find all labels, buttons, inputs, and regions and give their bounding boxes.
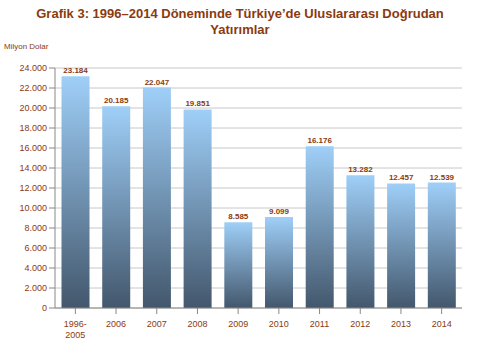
svg-text:13.282: 13.282 [348,165,373,174]
svg-text:4.000: 4.000 [24,263,47,273]
svg-text:20.185: 20.185 [104,96,129,105]
svg-text:2009: 2009 [228,319,248,329]
svg-text:12.539: 12.539 [430,173,455,182]
svg-text:12.457: 12.457 [389,173,414,182]
svg-text:12.000: 12.000 [19,183,47,193]
svg-text:22.000: 22.000 [19,83,47,93]
svg-text:18.000: 18.000 [19,123,47,133]
svg-text:10.000: 10.000 [19,203,47,213]
svg-text:2006: 2006 [106,319,126,329]
svg-text:2011: 2011 [310,319,329,329]
svg-text:6.000: 6.000 [24,243,47,253]
svg-text:14.000: 14.000 [19,163,47,173]
svg-text:0: 0 [42,303,47,313]
svg-text:8.585: 8.585 [228,212,249,221]
svg-text:8.000: 8.000 [24,223,47,233]
svg-text:16.176: 16.176 [307,136,332,145]
svg-text:2010: 2010 [269,319,289,329]
svg-text:19.851: 19.851 [185,99,210,108]
svg-text:23.184: 23.184 [63,66,88,75]
svg-text:16.000: 16.000 [19,143,47,153]
svg-text:2008: 2008 [187,319,207,329]
svg-text:24.000: 24.000 [19,63,47,73]
svg-text:9.099: 9.099 [269,207,290,216]
html-text:Grafik 3: 1996–2014 Döneminde: Grafik 3: 1996–2014 Döneminde Türkiye’de… [36,6,444,37]
html-text:Milyon Dolar: Milyon Dolar [4,42,49,51]
svg-text:20.000: 20.000 [19,103,47,113]
svg-text:2014: 2014 [432,319,452,329]
svg-text:2007: 2007 [147,319,167,329]
svg-text:2012: 2012 [350,319,370,329]
svg-text:1996-2005: 1996-2005 [64,319,87,340]
svg-text:22.047: 22.047 [145,78,170,87]
svg-text:2.000: 2.000 [24,283,47,293]
svg-text:2013: 2013 [391,319,411,329]
